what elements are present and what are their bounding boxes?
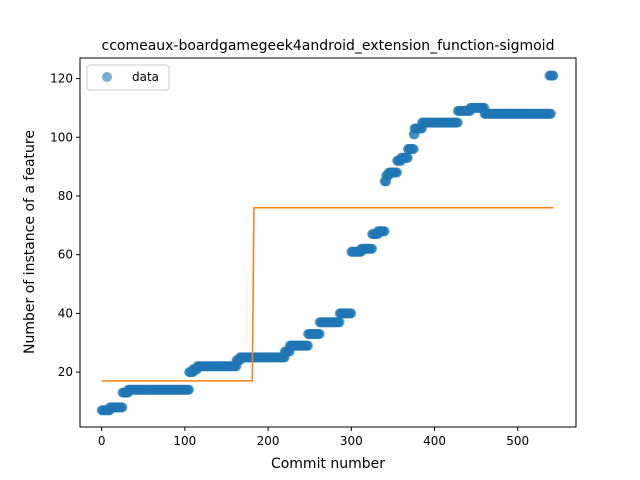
data-point bbox=[334, 317, 345, 328]
data-point bbox=[546, 108, 557, 119]
data-point bbox=[392, 167, 403, 178]
y-tick-label: 20 bbox=[58, 365, 73, 379]
x-tick-label: 500 bbox=[506, 434, 529, 448]
x-axis-label: Commit number bbox=[271, 456, 385, 472]
x-tick-label: 400 bbox=[423, 434, 446, 448]
legend-marker-data bbox=[102, 72, 112, 82]
data-point bbox=[117, 402, 128, 413]
y-tick-label: 60 bbox=[58, 248, 73, 262]
axes-frame bbox=[79, 57, 577, 428]
data-point bbox=[379, 226, 390, 237]
legend-label-data: data bbox=[132, 70, 159, 84]
x-tick-label: 200 bbox=[257, 434, 280, 448]
chart-title: ccomeaux-boardgamegeek4android_extension… bbox=[102, 38, 555, 54]
data-point bbox=[184, 384, 195, 395]
data-point bbox=[548, 70, 559, 81]
sigmoid-fit-line bbox=[101, 206, 554, 382]
data-series bbox=[96, 70, 559, 416]
y-axis-label: Number of instance of a feature bbox=[22, 130, 38, 354]
plot-area bbox=[96, 70, 559, 416]
x-tick-label: 0 bbox=[98, 434, 106, 448]
x-tick-label: 100 bbox=[173, 434, 196, 448]
data-point bbox=[452, 117, 463, 128]
y-axis-ticks: 20 40 60 80 100 120 bbox=[50, 72, 80, 379]
legend: data bbox=[86, 64, 170, 91]
y-tick-label: 40 bbox=[58, 306, 73, 320]
data-point bbox=[346, 308, 357, 319]
y-tick-label: 120 bbox=[50, 72, 73, 86]
data-point bbox=[402, 152, 413, 163]
data-point bbox=[314, 328, 325, 339]
legend-box bbox=[86, 64, 170, 91]
data-point bbox=[367, 243, 378, 254]
x-tick-label: 300 bbox=[340, 434, 363, 448]
x-axis-ticks: 0 100 200 300 400 500 bbox=[98, 427, 529, 448]
y-tick-label: 80 bbox=[58, 189, 73, 203]
data-point bbox=[408, 144, 419, 154]
data-point bbox=[303, 340, 314, 351]
y-tick-label: 100 bbox=[50, 130, 73, 144]
